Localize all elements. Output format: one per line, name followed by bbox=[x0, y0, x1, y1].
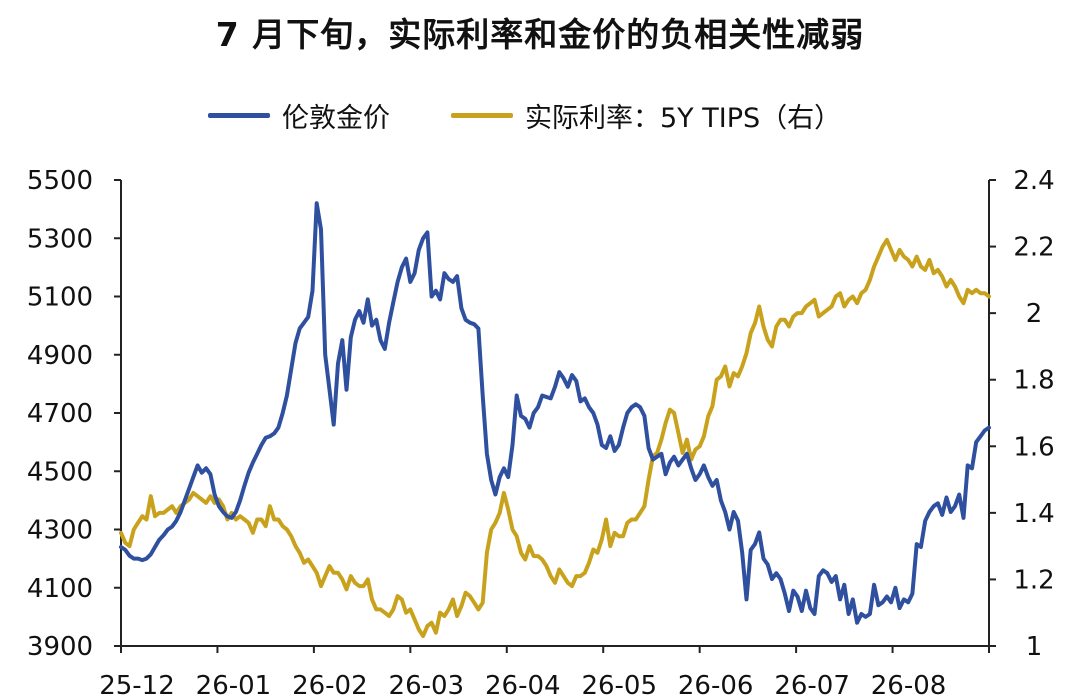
y-left-tick-label: 4700 bbox=[27, 399, 93, 429]
series-line-gold-price bbox=[119, 201, 991, 625]
y-left-tick-label: 5500 bbox=[27, 166, 93, 196]
y-left-tick-label: 5100 bbox=[27, 283, 93, 313]
series-line-tips-real-rate bbox=[119, 237, 991, 638]
y-right-tick-label: 1.8 bbox=[1013, 366, 1054, 396]
y-left-tick-label: 4300 bbox=[27, 516, 93, 546]
y-left-tick-label: 4900 bbox=[27, 341, 93, 371]
x-tick-label: 26-04 bbox=[485, 671, 561, 698]
x-tick-label: 26-03 bbox=[389, 671, 465, 698]
x-tick-label: 26-01 bbox=[196, 671, 272, 698]
y-left-tick-label: 4500 bbox=[27, 457, 93, 487]
x-tick-label: 26-07 bbox=[774, 671, 850, 698]
x-tick-label: 26-02 bbox=[292, 671, 368, 698]
y-right-tick-label: 2.4 bbox=[1013, 166, 1054, 196]
y-left-tick-label: 5300 bbox=[27, 224, 93, 254]
x-tick-label: 25-12 bbox=[99, 671, 175, 698]
x-tick-label: 26-06 bbox=[678, 671, 754, 698]
y-left-tick-label: 3900 bbox=[27, 632, 93, 662]
y-right-tick-label: 2 bbox=[1026, 299, 1043, 329]
y-right-tick-label: 1.6 bbox=[1013, 432, 1054, 462]
chart-title: 7 月下旬，实际利率和金价的负相关性减弱 bbox=[215, 15, 865, 54]
legend-swatch-tips bbox=[451, 112, 513, 118]
y-right-tick-label: 2.2 bbox=[1013, 233, 1054, 263]
legend-item-gold: 伦敦金价 bbox=[208, 95, 390, 135]
legend-label-gold: 伦敦金价 bbox=[282, 102, 390, 134]
chart-legend: 伦敦金价 实际利率：5Y TIPS（右） bbox=[0, 95, 1080, 135]
y-right-tick-label: 1.4 bbox=[1013, 499, 1054, 529]
y-left-tick-label: 4100 bbox=[27, 574, 93, 604]
legend-label-tips: 实际利率：5Y TIPS（右） bbox=[525, 102, 842, 134]
legend-item-tips: 实际利率：5Y TIPS（右） bbox=[451, 95, 841, 135]
y-right-tick-label: 1 bbox=[1026, 632, 1043, 662]
x-tick-label: 26-08 bbox=[871, 671, 947, 698]
legend-swatch-gold bbox=[208, 112, 270, 118]
x-tick-label: 26-05 bbox=[581, 671, 657, 698]
y-right-tick-label: 1.2 bbox=[1013, 565, 1054, 595]
